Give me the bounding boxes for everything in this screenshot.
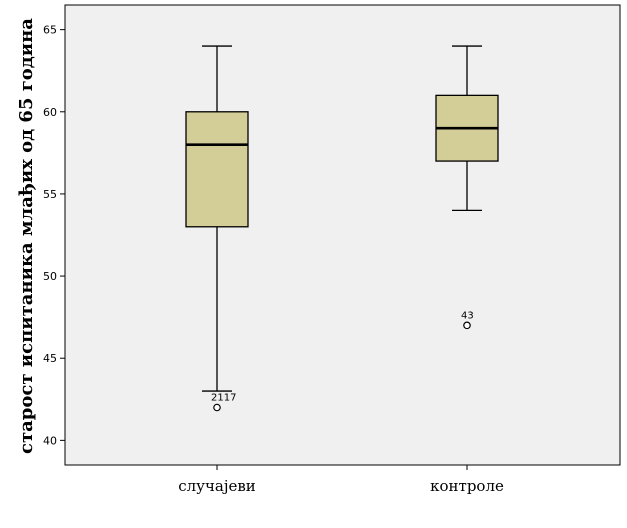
plot-area — [64, 4, 621, 466]
outlier-point — [213, 403, 221, 412]
x-axis: случајеви контроле — [178, 465, 504, 495]
y-tick-label: 65 — [43, 24, 57, 37]
outlier-label: 43 — [461, 310, 474, 321]
y-tick-label: 45 — [43, 352, 57, 365]
box-group: 43 — [435, 45, 499, 330]
y-axis-label: старост испитаника млађих од 65 година — [16, 18, 37, 454]
y-axis: 40 45 50 55 60 65 — [43, 24, 65, 447]
outlier-label: 2117 — [211, 393, 236, 404]
y-tick-label: 55 — [43, 188, 57, 201]
y-tick-label: 60 — [43, 106, 57, 119]
box-iqr — [185, 111, 249, 228]
y-tick-label: 50 — [43, 270, 57, 283]
boxes: 2117 43 — [185, 45, 499, 412]
x-tick-label: контроле — [430, 477, 504, 495]
outlier-point — [463, 321, 471, 330]
box-group: 2117 — [185, 45, 249, 412]
x-tick-label: случајеви — [178, 477, 256, 495]
y-tick-label: 40 — [43, 434, 57, 447]
